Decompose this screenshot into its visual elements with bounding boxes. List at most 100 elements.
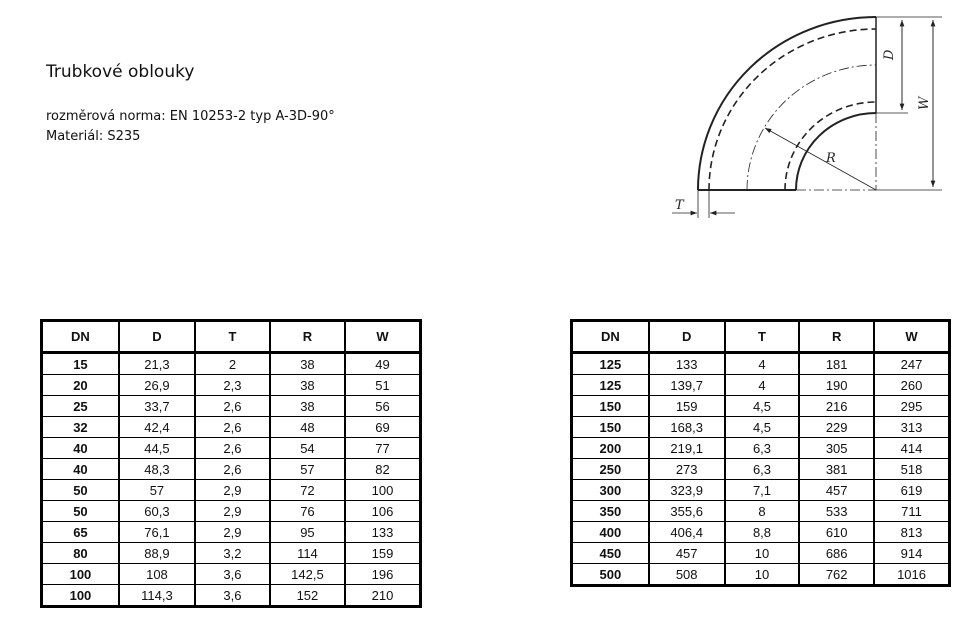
- cell-w: 196: [344, 563, 422, 585]
- cell-t: 2,6: [194, 437, 271, 459]
- label-r: R: [825, 151, 836, 166]
- table-row: 20 26,9 2,3 38 51: [40, 374, 422, 396]
- cell-d: 57: [117, 479, 197, 501]
- cell-r: 216: [798, 395, 876, 417]
- column-header-dn: DN: [40, 319, 120, 354]
- cell-dn: 80: [40, 542, 120, 564]
- inner-arc: [795, 112, 877, 191]
- cell-w: 313: [873, 416, 951, 438]
- table-row: 150 168,3 4,5 229 313: [570, 416, 951, 438]
- cell-t: 4,5: [723, 416, 801, 438]
- cell-t: 3,2: [194, 542, 271, 564]
- cell-r: 181: [798, 352, 876, 375]
- cell-d: 76,1: [117, 521, 197, 543]
- cell-w: 100: [344, 479, 422, 501]
- cell-d: 133: [647, 352, 726, 375]
- cell-r: 152: [268, 584, 347, 607]
- column-header-d: D: [117, 319, 197, 354]
- column-header-dn: DN: [570, 319, 650, 354]
- cell-w: 82: [344, 458, 422, 480]
- cell-t: 7,1: [723, 479, 801, 501]
- cell-dn: 250: [570, 458, 650, 480]
- cell-w: 69: [344, 416, 422, 438]
- table-row: 50 60,3 2,9 76 106: [40, 500, 422, 522]
- cell-t: 6,3: [723, 437, 801, 459]
- cell-t: 2: [194, 352, 271, 375]
- cell-d: 88,9: [117, 542, 197, 564]
- cell-w: 295: [873, 395, 951, 417]
- table-row: 450 457 10 686 914: [570, 542, 951, 564]
- cell-r: 686: [798, 542, 876, 564]
- table-row: 40 44,5 2,6 54 77: [40, 437, 422, 459]
- cell-dn: 32: [40, 416, 120, 438]
- cell-w: 106: [344, 500, 422, 522]
- cell-d: 168,3: [647, 416, 726, 438]
- cell-dn: 40: [40, 458, 120, 480]
- cell-r: 38: [268, 374, 347, 396]
- cell-dn: 500: [570, 563, 650, 586]
- cell-d: 159: [647, 395, 726, 417]
- cell-t: 4,5: [723, 395, 801, 417]
- cell-w: 1016: [873, 563, 951, 586]
- table-row: 300 323,9 7,1 457 619: [570, 479, 951, 501]
- cell-dn: 50: [40, 479, 120, 501]
- table-row: 65 76,1 2,9 95 133: [40, 521, 422, 543]
- cell-dn: 40: [40, 437, 120, 459]
- cell-w: 51: [344, 374, 422, 396]
- centerline-arc: [746, 64, 877, 191]
- cell-d: 26,9: [117, 374, 197, 396]
- cell-r: 57: [268, 458, 347, 480]
- cell-t: 2,6: [194, 458, 271, 480]
- cell-t: 2,9: [194, 521, 271, 543]
- cell-dn: 125: [570, 374, 650, 396]
- cell-r: 114: [268, 542, 347, 564]
- dimensions-table-left: DN D T R W 15 21,3 2 38 49 20 26,9 2,3 38 51 25 33,7 2,6 3…: [40, 319, 422, 608]
- cell-r: 38: [268, 395, 347, 417]
- table-row: 80 88,9 3,2 114 159: [40, 542, 422, 564]
- cell-w: 247: [873, 352, 951, 375]
- dimensions-table-right: DN D T R W 125 133 4 181 247 125 139,7 4 190 260 150 159…: [570, 319, 951, 587]
- cell-t: 4: [723, 374, 801, 396]
- table-row: 40 48,3 2,6 57 82: [40, 458, 422, 480]
- table-row: 100 108 3,6 142,5 196: [40, 563, 422, 585]
- cell-t: 4: [723, 352, 801, 375]
- outer-arc: [697, 16, 877, 191]
- cell-r: 305: [798, 437, 876, 459]
- cell-d: 508: [647, 563, 726, 586]
- header-row: DN D T R W: [40, 319, 422, 354]
- column-header-d: D: [647, 319, 726, 354]
- cell-d: 48,3: [117, 458, 197, 480]
- cell-t: 10: [723, 542, 801, 564]
- label-w: W: [917, 95, 932, 110]
- cell-t: 2,9: [194, 479, 271, 501]
- label-t: T: [675, 198, 685, 213]
- cell-d: 273: [647, 458, 726, 480]
- cell-dn: 25: [40, 395, 120, 417]
- cell-r: 38: [268, 352, 347, 375]
- cell-w: 813: [873, 521, 951, 543]
- cell-w: 49: [344, 352, 422, 375]
- cell-dn: 100: [40, 584, 120, 607]
- cell-d: 457: [647, 542, 726, 564]
- cell-w: 518: [873, 458, 951, 480]
- cell-r: 95: [268, 521, 347, 543]
- table-row: 15 21,3 2 38 49: [40, 352, 422, 375]
- column-header-w: W: [344, 319, 422, 354]
- cell-d: 323,9: [647, 479, 726, 501]
- cell-d: 44,5: [117, 437, 197, 459]
- cell-t: 10: [723, 563, 801, 586]
- table-row: 50 57 2,9 72 100: [40, 479, 422, 501]
- cell-r: 533: [798, 500, 876, 522]
- cell-w: 619: [873, 479, 951, 501]
- table-row: 25 33,7 2,6 38 56: [40, 395, 422, 417]
- table-row: 400 406,4 8,8 610 813: [570, 521, 951, 543]
- cell-d: 139,7: [647, 374, 726, 396]
- pipe-bend-drawing: D W R T: [672, 16, 942, 218]
- cell-t: 3,6: [194, 584, 271, 607]
- cell-w: 133: [344, 521, 422, 543]
- cell-dn: 50: [40, 500, 120, 522]
- cell-w: 414: [873, 437, 951, 459]
- cell-r: 457: [798, 479, 876, 501]
- cell-dn: 300: [570, 479, 650, 501]
- cell-d: 114,3: [117, 584, 197, 607]
